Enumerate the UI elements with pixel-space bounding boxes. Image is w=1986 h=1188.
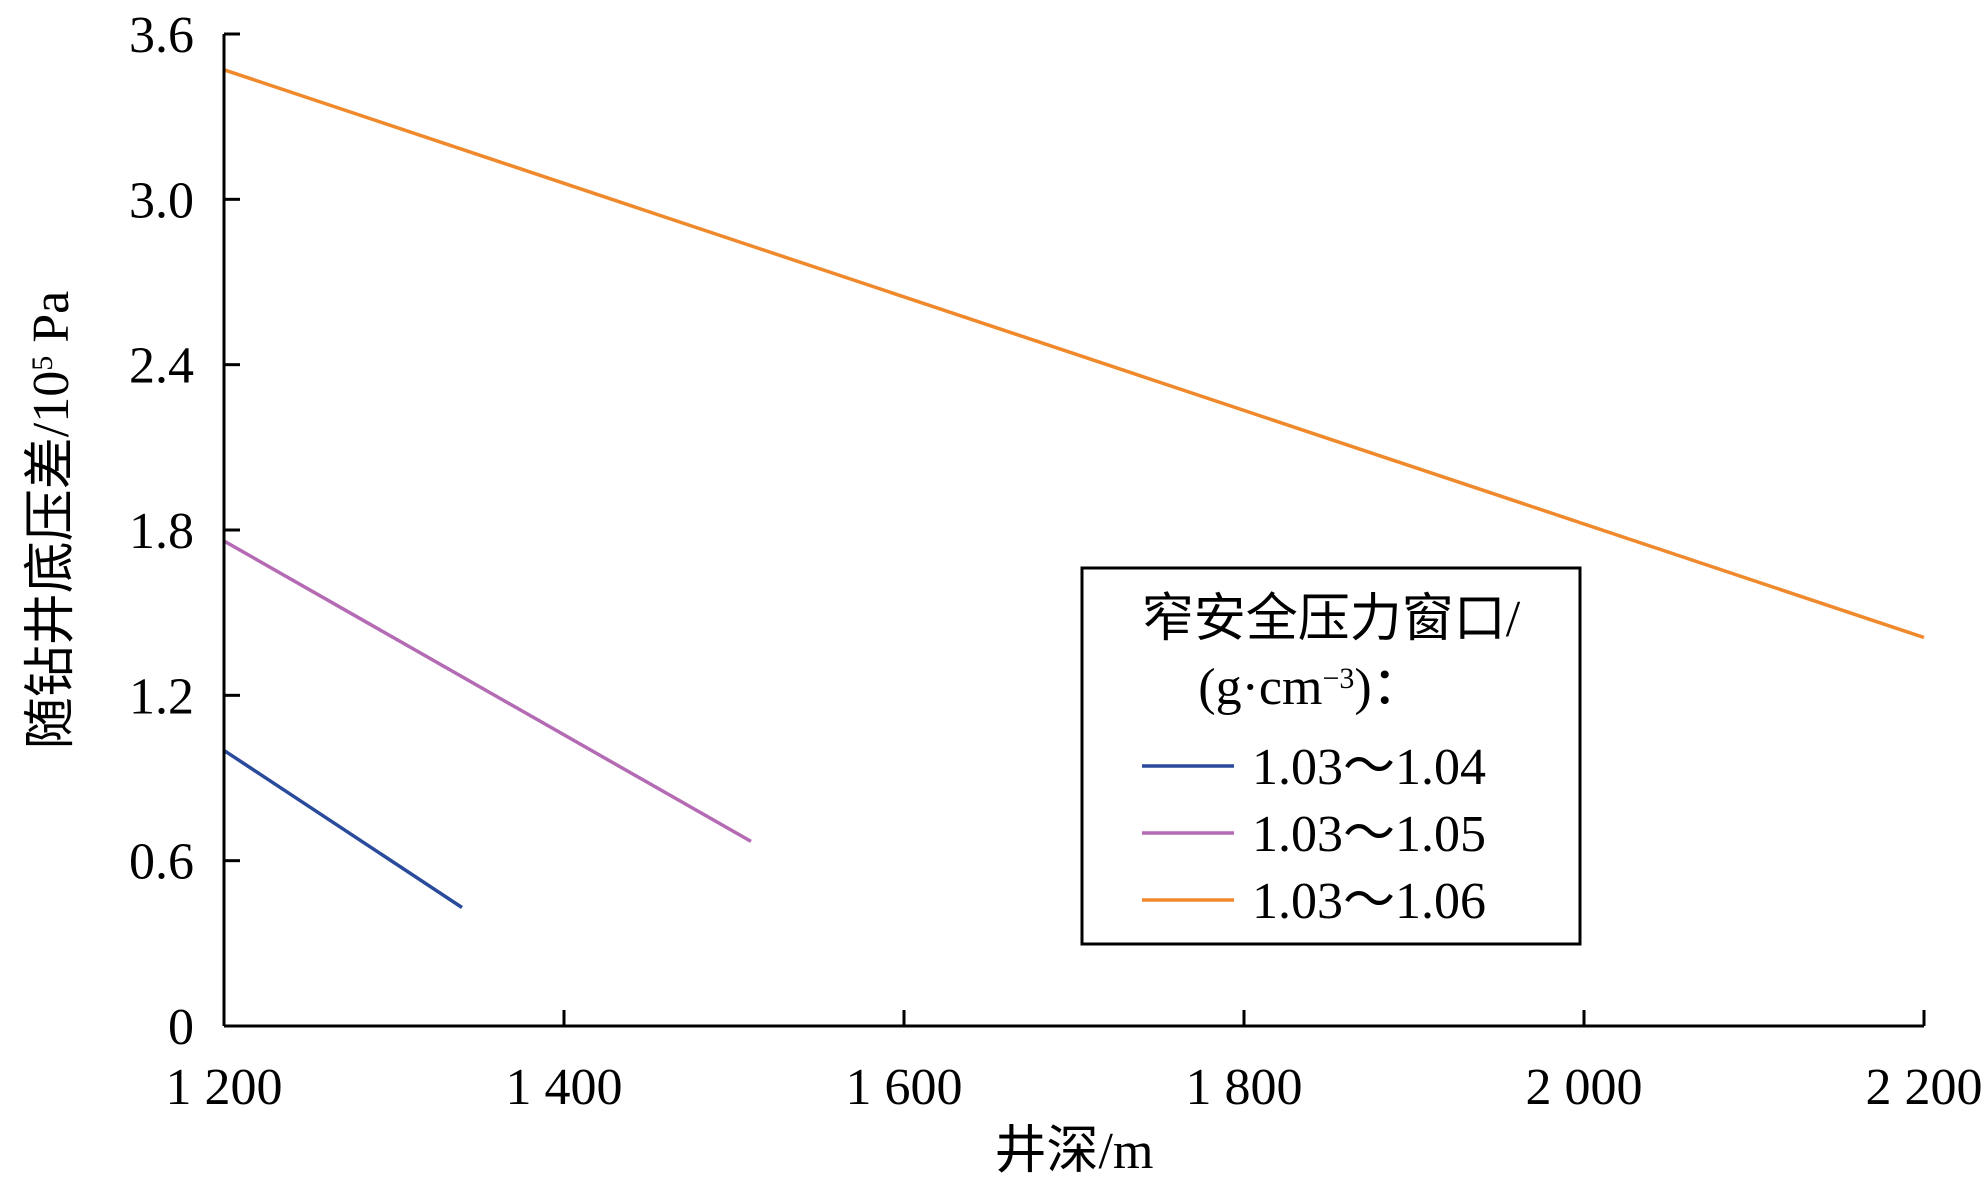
- legend-title-line-1: 窄安全压力窗口/: [1142, 590, 1521, 648]
- series-line-1: [223, 748, 463, 909]
- x-tick-label: 2 000: [1526, 1059, 1643, 1116]
- legend-label-3: 1.03～1.06: [1252, 873, 1486, 930]
- y-axis-title-main: 随钻井底压差/10: [23, 371, 80, 749]
- series-line-2: [223, 539, 752, 843]
- x-tick-label: 1 800: [1186, 1059, 1303, 1116]
- axes: 1 200 1 400 1 600 1 800 2 000 2 200 0 0.6 1.2 1.…: [129, 7, 1983, 1116]
- x-axis-title: 井深/m: [995, 1123, 1154, 1180]
- y-axis-title-unit: Pa: [23, 291, 80, 356]
- series-line-3: [223, 68, 1925, 640]
- y-tick-label: 0: [168, 999, 194, 1056]
- y-tick-label: 1.8: [129, 503, 194, 560]
- legend-label-1: 1.03～1.04: [1252, 739, 1486, 796]
- y-tick-label: 2.4: [129, 338, 194, 395]
- legend: 窄安全压力窗口/ (g·cm−3)： 1.03～1.041.03～1.051.0…: [1080, 566, 1582, 946]
- x-tick-label: 1 400: [506, 1059, 623, 1116]
- y-tick-label: 3.6: [129, 7, 194, 64]
- y-tick-label: 3.0: [129, 172, 194, 229]
- y-tick-label: 1.2: [129, 668, 194, 725]
- series-layer: [223, 68, 1925, 909]
- x-tick-label: 1 200: [166, 1059, 283, 1116]
- legend-title-unit: (g·cm: [1198, 659, 1322, 716]
- legend-title-line-2: (g·cm−3)：: [1198, 659, 1423, 716]
- legend-label-2: 1.03～1.05: [1252, 806, 1486, 863]
- y-ticks: 0 0.6 1.2 1.8 2.4 3.0 3.6: [129, 7, 240, 1056]
- y-axis-title: 随钻井底压差/105 Pa: [23, 291, 80, 749]
- legend-title-exponent: −3: [1322, 662, 1354, 695]
- legend-entries: 1.03～1.04 1.03～1.05 1.03～1.06: [1142, 739, 1486, 930]
- y-axis-title-exponent: 5: [26, 356, 59, 371]
- x-tick-label: 1 600: [846, 1059, 963, 1116]
- x-tick-label: 2 200: [1866, 1059, 1983, 1116]
- legend-box: [1080, 566, 1582, 946]
- y-tick-label: 0.6: [129, 834, 194, 891]
- x-ticks: 1 200 1 400 1 600 1 800 2 000 2 200: [166, 1010, 1983, 1116]
- legend-title-suffix: )：: [1354, 659, 1423, 716]
